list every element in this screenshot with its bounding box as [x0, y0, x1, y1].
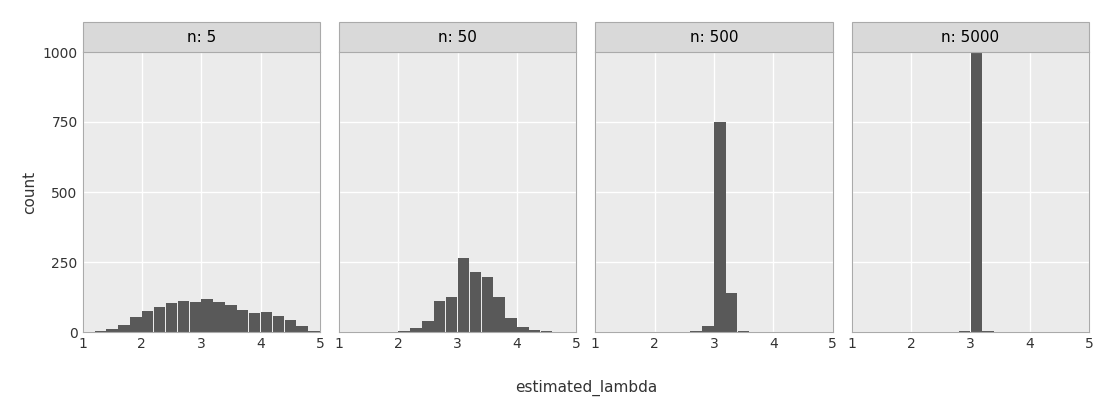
Bar [505, 318, 517, 332]
Bar [422, 321, 433, 332]
Bar [130, 317, 142, 332]
Bar [201, 299, 212, 332]
Bar [517, 327, 528, 332]
Bar [398, 330, 410, 332]
Bar [714, 122, 726, 332]
Text: estimated_lambda: estimated_lambda [515, 380, 657, 396]
Bar [434, 301, 446, 332]
Bar [446, 297, 458, 332]
Bar [726, 293, 737, 332]
Bar [702, 326, 714, 332]
Bar [482, 278, 493, 332]
Bar [249, 313, 261, 332]
Bar [226, 304, 236, 332]
Bar [285, 320, 296, 332]
Bar [959, 331, 970, 332]
Bar [119, 325, 130, 332]
Bar [970, 52, 982, 332]
Bar [189, 302, 201, 332]
Bar [541, 331, 552, 332]
Bar [529, 330, 540, 332]
Text: n: 500: n: 500 [690, 30, 738, 44]
Text: n: 5: n: 5 [187, 30, 216, 44]
Bar [410, 328, 421, 332]
Bar [738, 331, 749, 332]
Bar [178, 301, 189, 332]
Bar [458, 258, 470, 332]
Bar [982, 331, 993, 332]
Bar [261, 312, 272, 332]
Bar [273, 316, 284, 332]
Bar [166, 302, 177, 332]
Text: n: 50: n: 50 [438, 30, 477, 44]
Y-axis label: count: count [22, 170, 37, 214]
Bar [154, 307, 165, 332]
Bar [107, 329, 118, 332]
Bar [691, 331, 702, 332]
Bar [213, 302, 224, 332]
Bar [494, 297, 505, 332]
Bar [470, 272, 481, 332]
Bar [296, 326, 308, 332]
Bar [95, 331, 106, 332]
Bar [236, 310, 249, 332]
Bar [308, 331, 320, 332]
Text: n: 5000: n: 5000 [942, 30, 1000, 44]
Bar [142, 311, 154, 332]
